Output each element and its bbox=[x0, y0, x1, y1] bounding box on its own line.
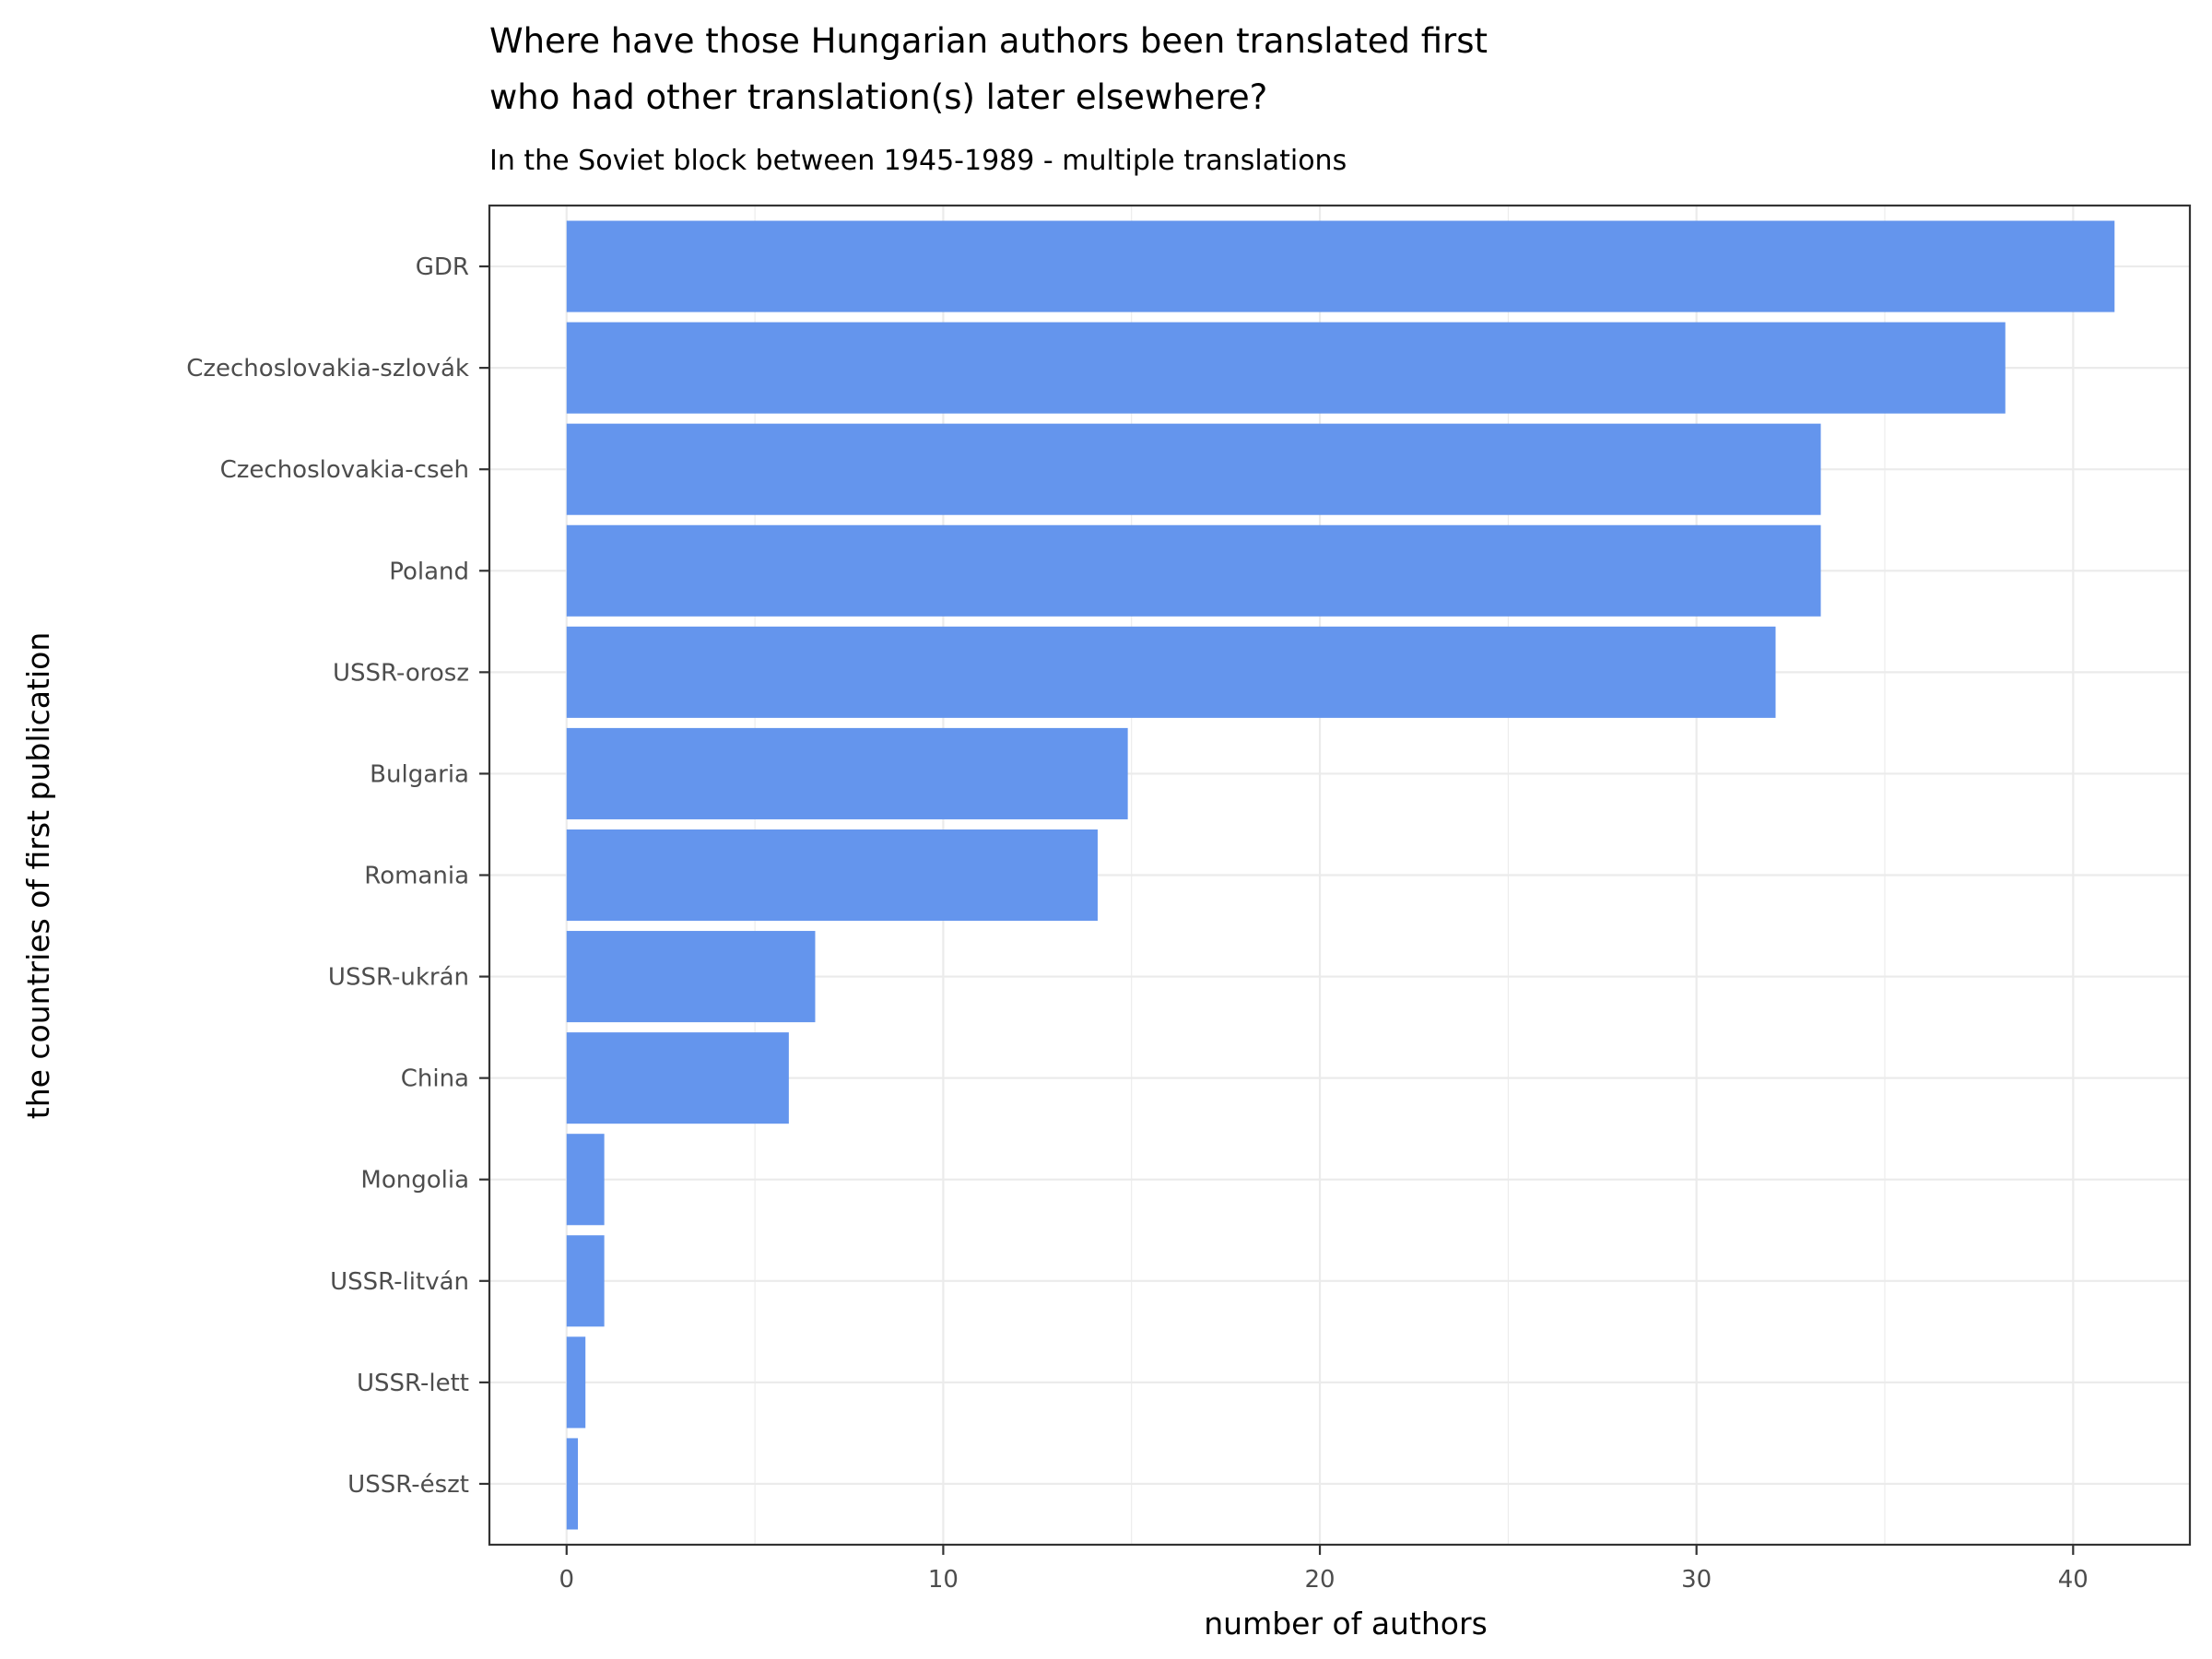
y-tick-label: Czechoslovakia-szlovák bbox=[186, 355, 469, 382]
x-axis-title: number of authors bbox=[1204, 1606, 1488, 1641]
x-tick-label: 30 bbox=[1681, 1566, 1712, 1594]
bar-ussr-ukr-n bbox=[566, 931, 816, 1023]
bar-romania bbox=[566, 829, 1098, 922]
y-tick-label: Poland bbox=[389, 558, 469, 585]
chart-subtitle: In the Soviet block between 1945-1989 - … bbox=[489, 145, 1347, 177]
x-tick-label: 10 bbox=[928, 1566, 959, 1594]
chart-title-line-1: Where have those Hungarian authors been … bbox=[489, 21, 1488, 61]
x-tick-label: 0 bbox=[559, 1566, 574, 1594]
bar-china bbox=[566, 1032, 789, 1124]
x-tick-label: 20 bbox=[1304, 1566, 1335, 1594]
y-axis-title: the countries of first publication bbox=[20, 632, 56, 1119]
bar-czechoslovakia-cseh bbox=[566, 423, 1821, 515]
chart-title-line-2: who had other translation(s) later elsew… bbox=[489, 77, 1267, 117]
y-tick-label: Czechoslovakia-cseh bbox=[220, 456, 469, 484]
bar-bulgaria bbox=[566, 727, 1128, 819]
y-tick-label: GDR bbox=[416, 253, 469, 281]
bar-ussr-szt bbox=[566, 1438, 579, 1530]
y-tick-label: Romania bbox=[364, 863, 469, 890]
x-tick-label: 40 bbox=[2058, 1566, 2088, 1594]
bar-mongolia bbox=[566, 1134, 605, 1226]
bar-ussr-lett bbox=[566, 1336, 586, 1429]
bars bbox=[566, 220, 2115, 1530]
y-tick-label: USSR-litván bbox=[330, 1268, 469, 1296]
bar-poland bbox=[566, 524, 1821, 617]
x-axis: 0 10 20 30 40 bbox=[559, 1545, 2088, 1594]
bar-gdr bbox=[566, 220, 2115, 312]
chart-title: Where have those Hungarian authors been … bbox=[489, 21, 1488, 117]
y-tick-label: USSR-orosz bbox=[333, 659, 469, 687]
y-tick-label: Mongolia bbox=[360, 1167, 469, 1194]
y-tick-label: USSR-észt bbox=[347, 1471, 469, 1499]
y-tick-label: China bbox=[401, 1065, 469, 1093]
y-tick-label: USSR-lett bbox=[357, 1370, 469, 1397]
y-axis: GDR Czechoslovakia-szlovák Czechoslovakia-… bbox=[186, 253, 489, 1499]
y-tick-label: USSR-ukrán bbox=[328, 964, 469, 992]
bar-ussr-orosz bbox=[566, 626, 1776, 718]
bar-czechoslovakia-szlov-k bbox=[566, 322, 2006, 414]
y-tick-label: Bulgaria bbox=[370, 760, 469, 788]
bar-ussr-litv-n bbox=[566, 1235, 605, 1327]
